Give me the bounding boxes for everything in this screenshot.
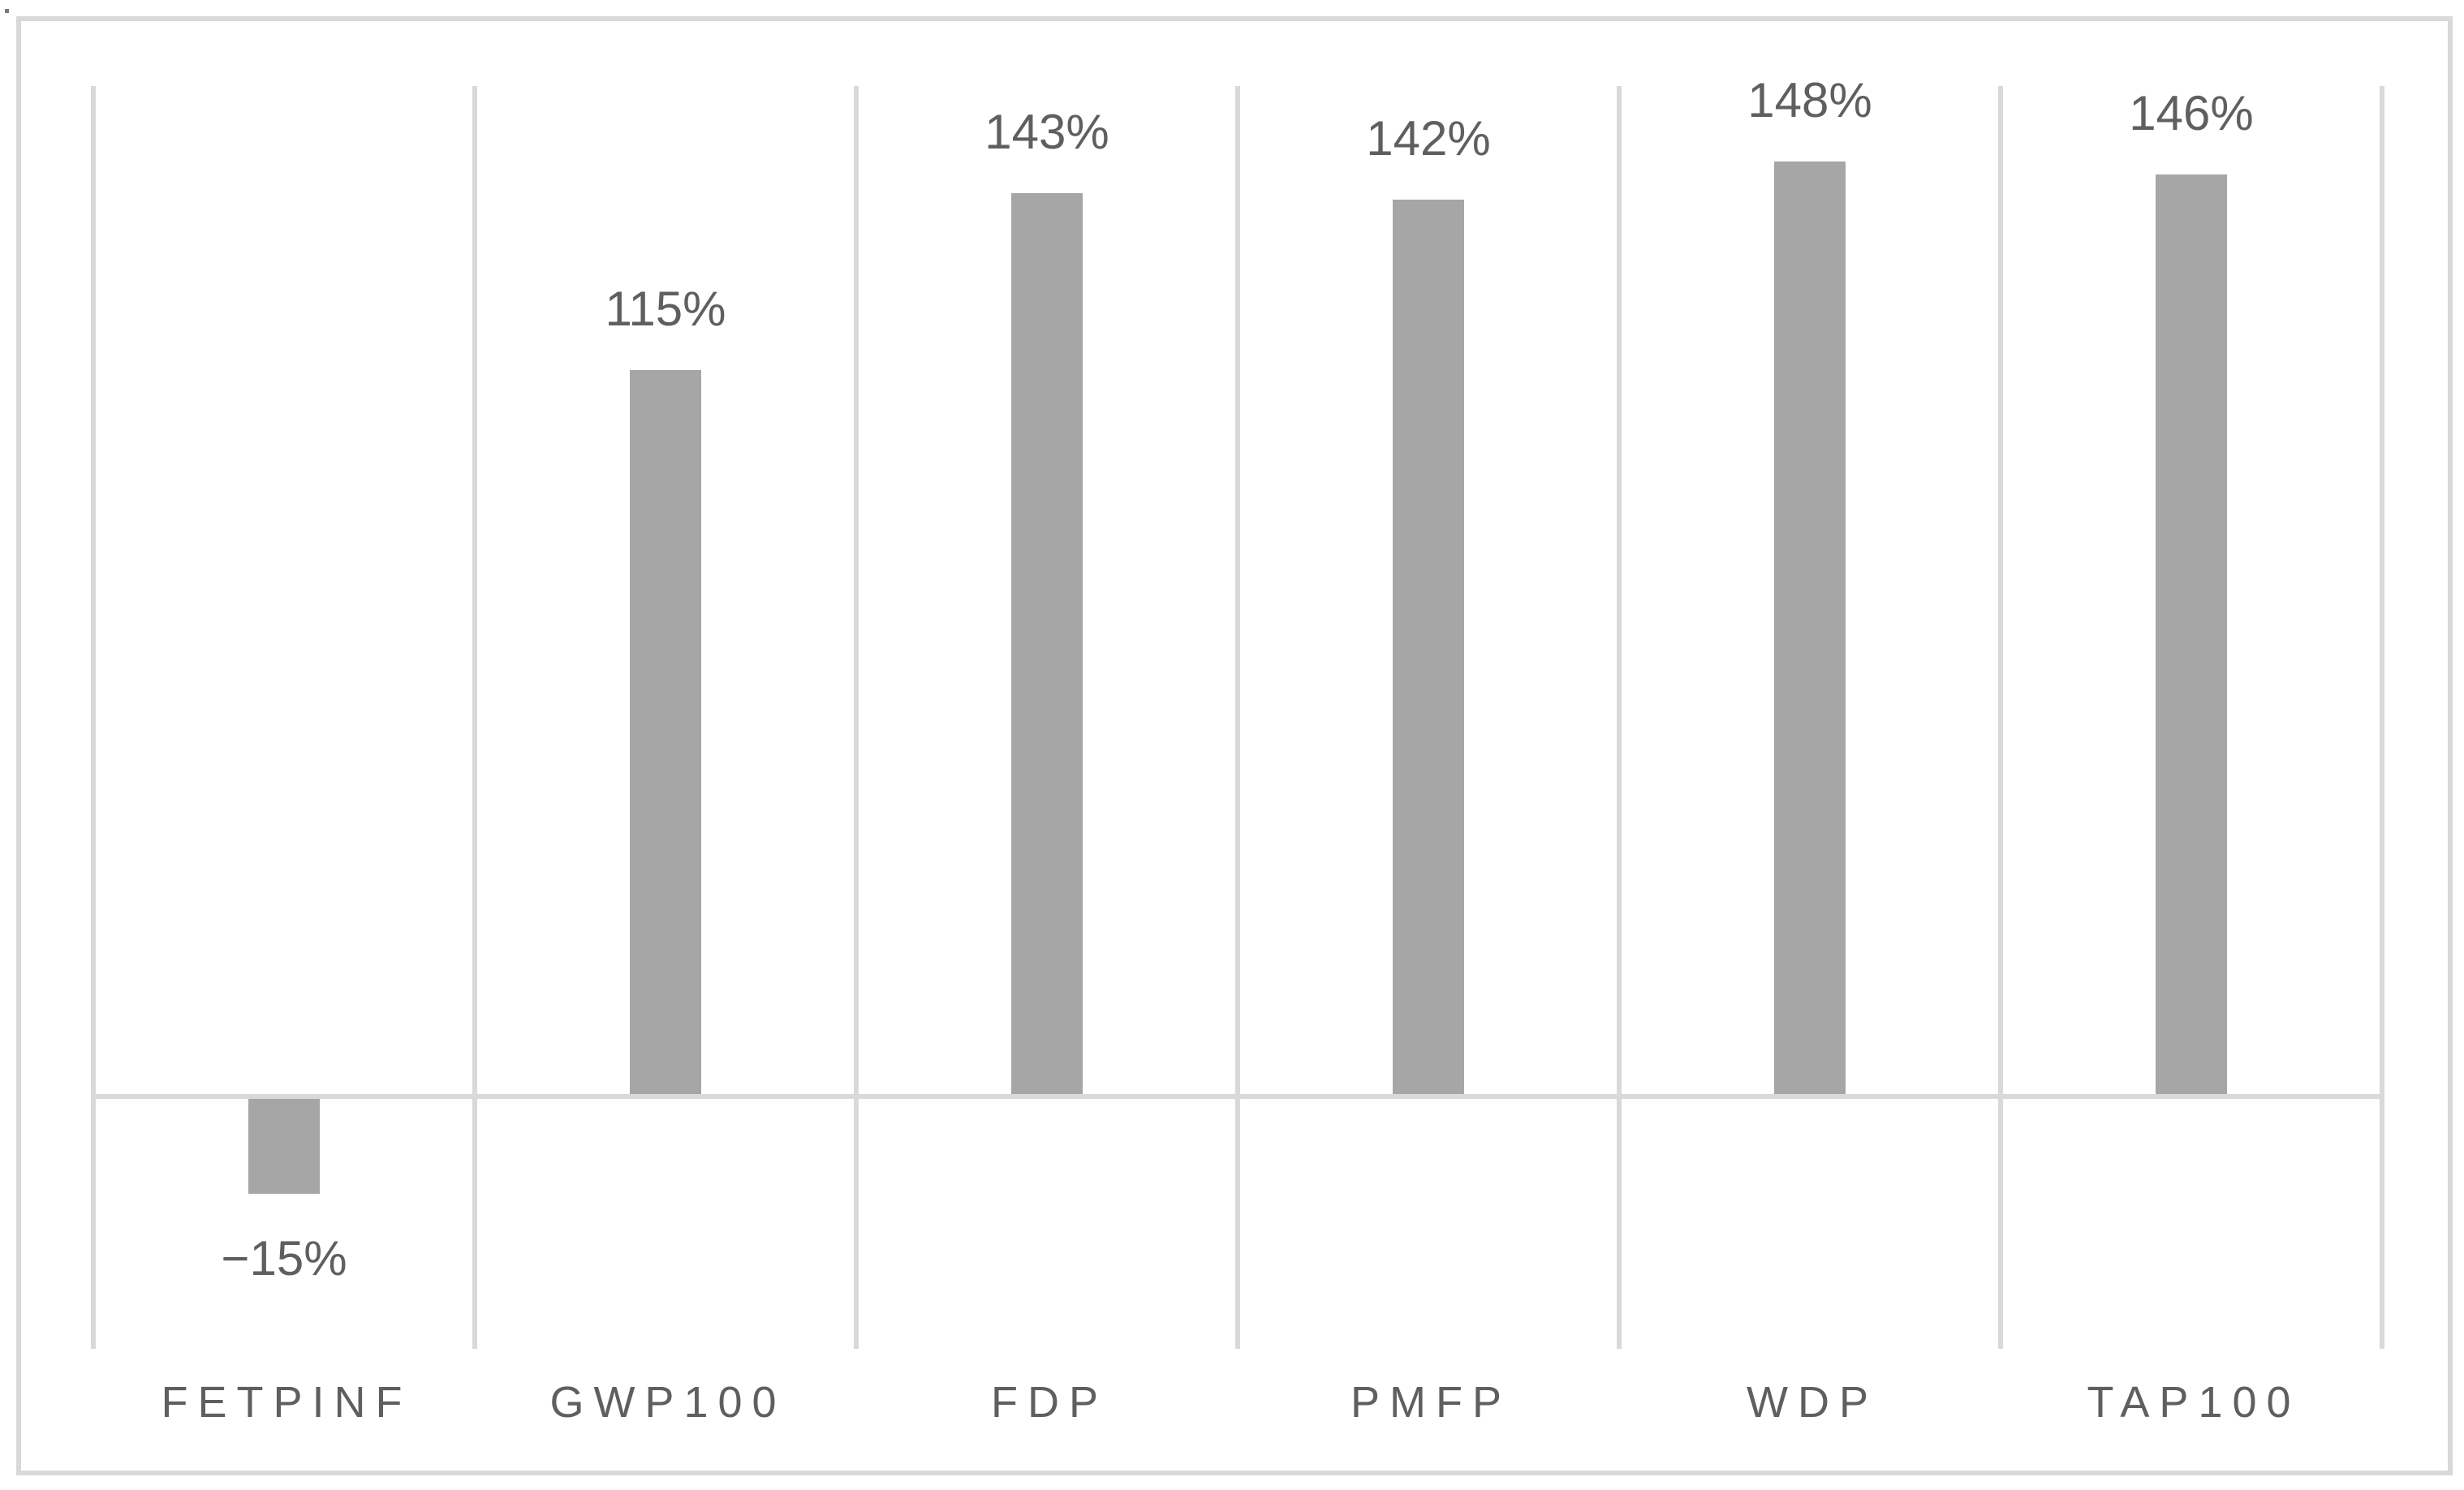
category-column: 148%	[1617, 75, 1998, 1349]
bar-fdp[interactable]	[1011, 193, 1083, 1096]
category-label-wdp: WDP	[1747, 1378, 1878, 1427]
category-label-fdp: FDP	[991, 1378, 1108, 1427]
category-column: −15%	[91, 86, 472, 1349]
bar-gwp100[interactable]	[630, 370, 701, 1096]
bar-fetpinf[interactable]	[248, 1099, 320, 1194]
data-label: −15%	[221, 1231, 347, 1285]
plot-area: −15% 115% 143% 142% 148% 146%	[91, 75, 2384, 1349]
category-label-pmfp: PMFP	[1350, 1378, 1511, 1427]
data-label: 143%	[984, 105, 1109, 159]
category-label-tap100: TAP100	[2087, 1378, 2301, 1427]
category-axis: FETPINF GWP100 FDP PMFP WDP TAP100	[91, 1373, 2380, 1432]
data-label: 142%	[1366, 111, 1491, 166]
category-column: 142%	[1235, 86, 1617, 1349]
bar-tap100[interactable]	[2156, 174, 2227, 1096]
category-column: 115%	[472, 86, 854, 1349]
zero-baseline	[91, 1094, 2380, 1099]
chart-frame[interactable]	[16, 16, 2453, 1475]
screen-artifact-dot	[5, 9, 9, 13]
data-label: 115%	[605, 282, 726, 336]
data-label: 146%	[2129, 86, 2254, 140]
bar-wdp[interactable]	[1774, 161, 1846, 1096]
category-label-gwp100: GWP100	[549, 1378, 786, 1427]
category-column: 143%	[854, 86, 1235, 1349]
category-label-fetpinf: FETPINF	[161, 1378, 412, 1427]
bar-pmfp[interactable]	[1393, 200, 1464, 1096]
data-label: 148%	[1747, 73, 1872, 127]
category-column: 146%	[1998, 86, 2380, 1349]
